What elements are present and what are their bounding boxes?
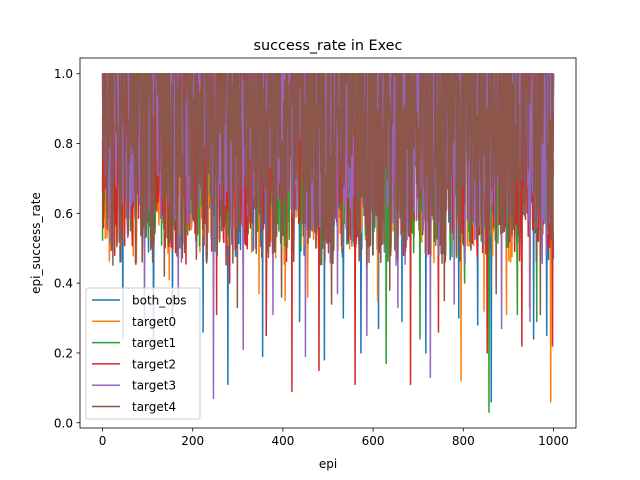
series-layer bbox=[101, 72, 555, 414]
x-axis: 0 200 400 600 800 1000 bbox=[99, 428, 569, 448]
x-tick-label: 1000 bbox=[538, 434, 569, 448]
series-line-target4 bbox=[101, 72, 555, 316]
legend: both_obs target0 target1 target2 target3 targ… bbox=[85, 287, 201, 420]
chart-title: success_rate in Exec bbox=[254, 38, 403, 54]
x-axis-label: epi bbox=[319, 457, 337, 471]
x-tick-label: 0 bbox=[99, 434, 107, 448]
y-tick-label: 0.2 bbox=[54, 346, 73, 360]
y-tick-label: 1.0 bbox=[54, 67, 73, 81]
y-tick-label: 0.4 bbox=[54, 277, 73, 291]
legend-label: target2 bbox=[132, 357, 176, 371]
y-axis: 0.0 0.2 0.4 0.6 0.8 1.0 bbox=[54, 67, 80, 430]
y-tick-label: 0.6 bbox=[54, 207, 73, 221]
legend-label: target0 bbox=[132, 315, 176, 329]
legend-label: target3 bbox=[132, 379, 176, 393]
y-tick-label: 0.8 bbox=[54, 137, 73, 151]
plot-frame bbox=[79, 57, 577, 429]
legend-label: both_obs bbox=[132, 294, 186, 308]
legend-label: target4 bbox=[132, 400, 176, 414]
x-tick-label: 200 bbox=[181, 434, 204, 448]
y-tick-label: 0.0 bbox=[54, 416, 73, 430]
x-tick-label: 800 bbox=[452, 434, 475, 448]
legend-label: target1 bbox=[132, 336, 176, 350]
x-tick-label: 400 bbox=[271, 434, 294, 448]
x-tick-label: 600 bbox=[362, 434, 385, 448]
y-axis-label: epi_success_rate bbox=[29, 192, 43, 294]
